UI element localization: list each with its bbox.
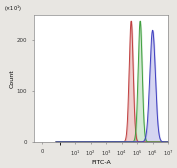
Y-axis label: Count: Count [10,69,15,88]
X-axis label: FITC-A: FITC-A [91,160,111,164]
Text: $(\times10^1)$: $(\times10^1)$ [4,4,22,14]
